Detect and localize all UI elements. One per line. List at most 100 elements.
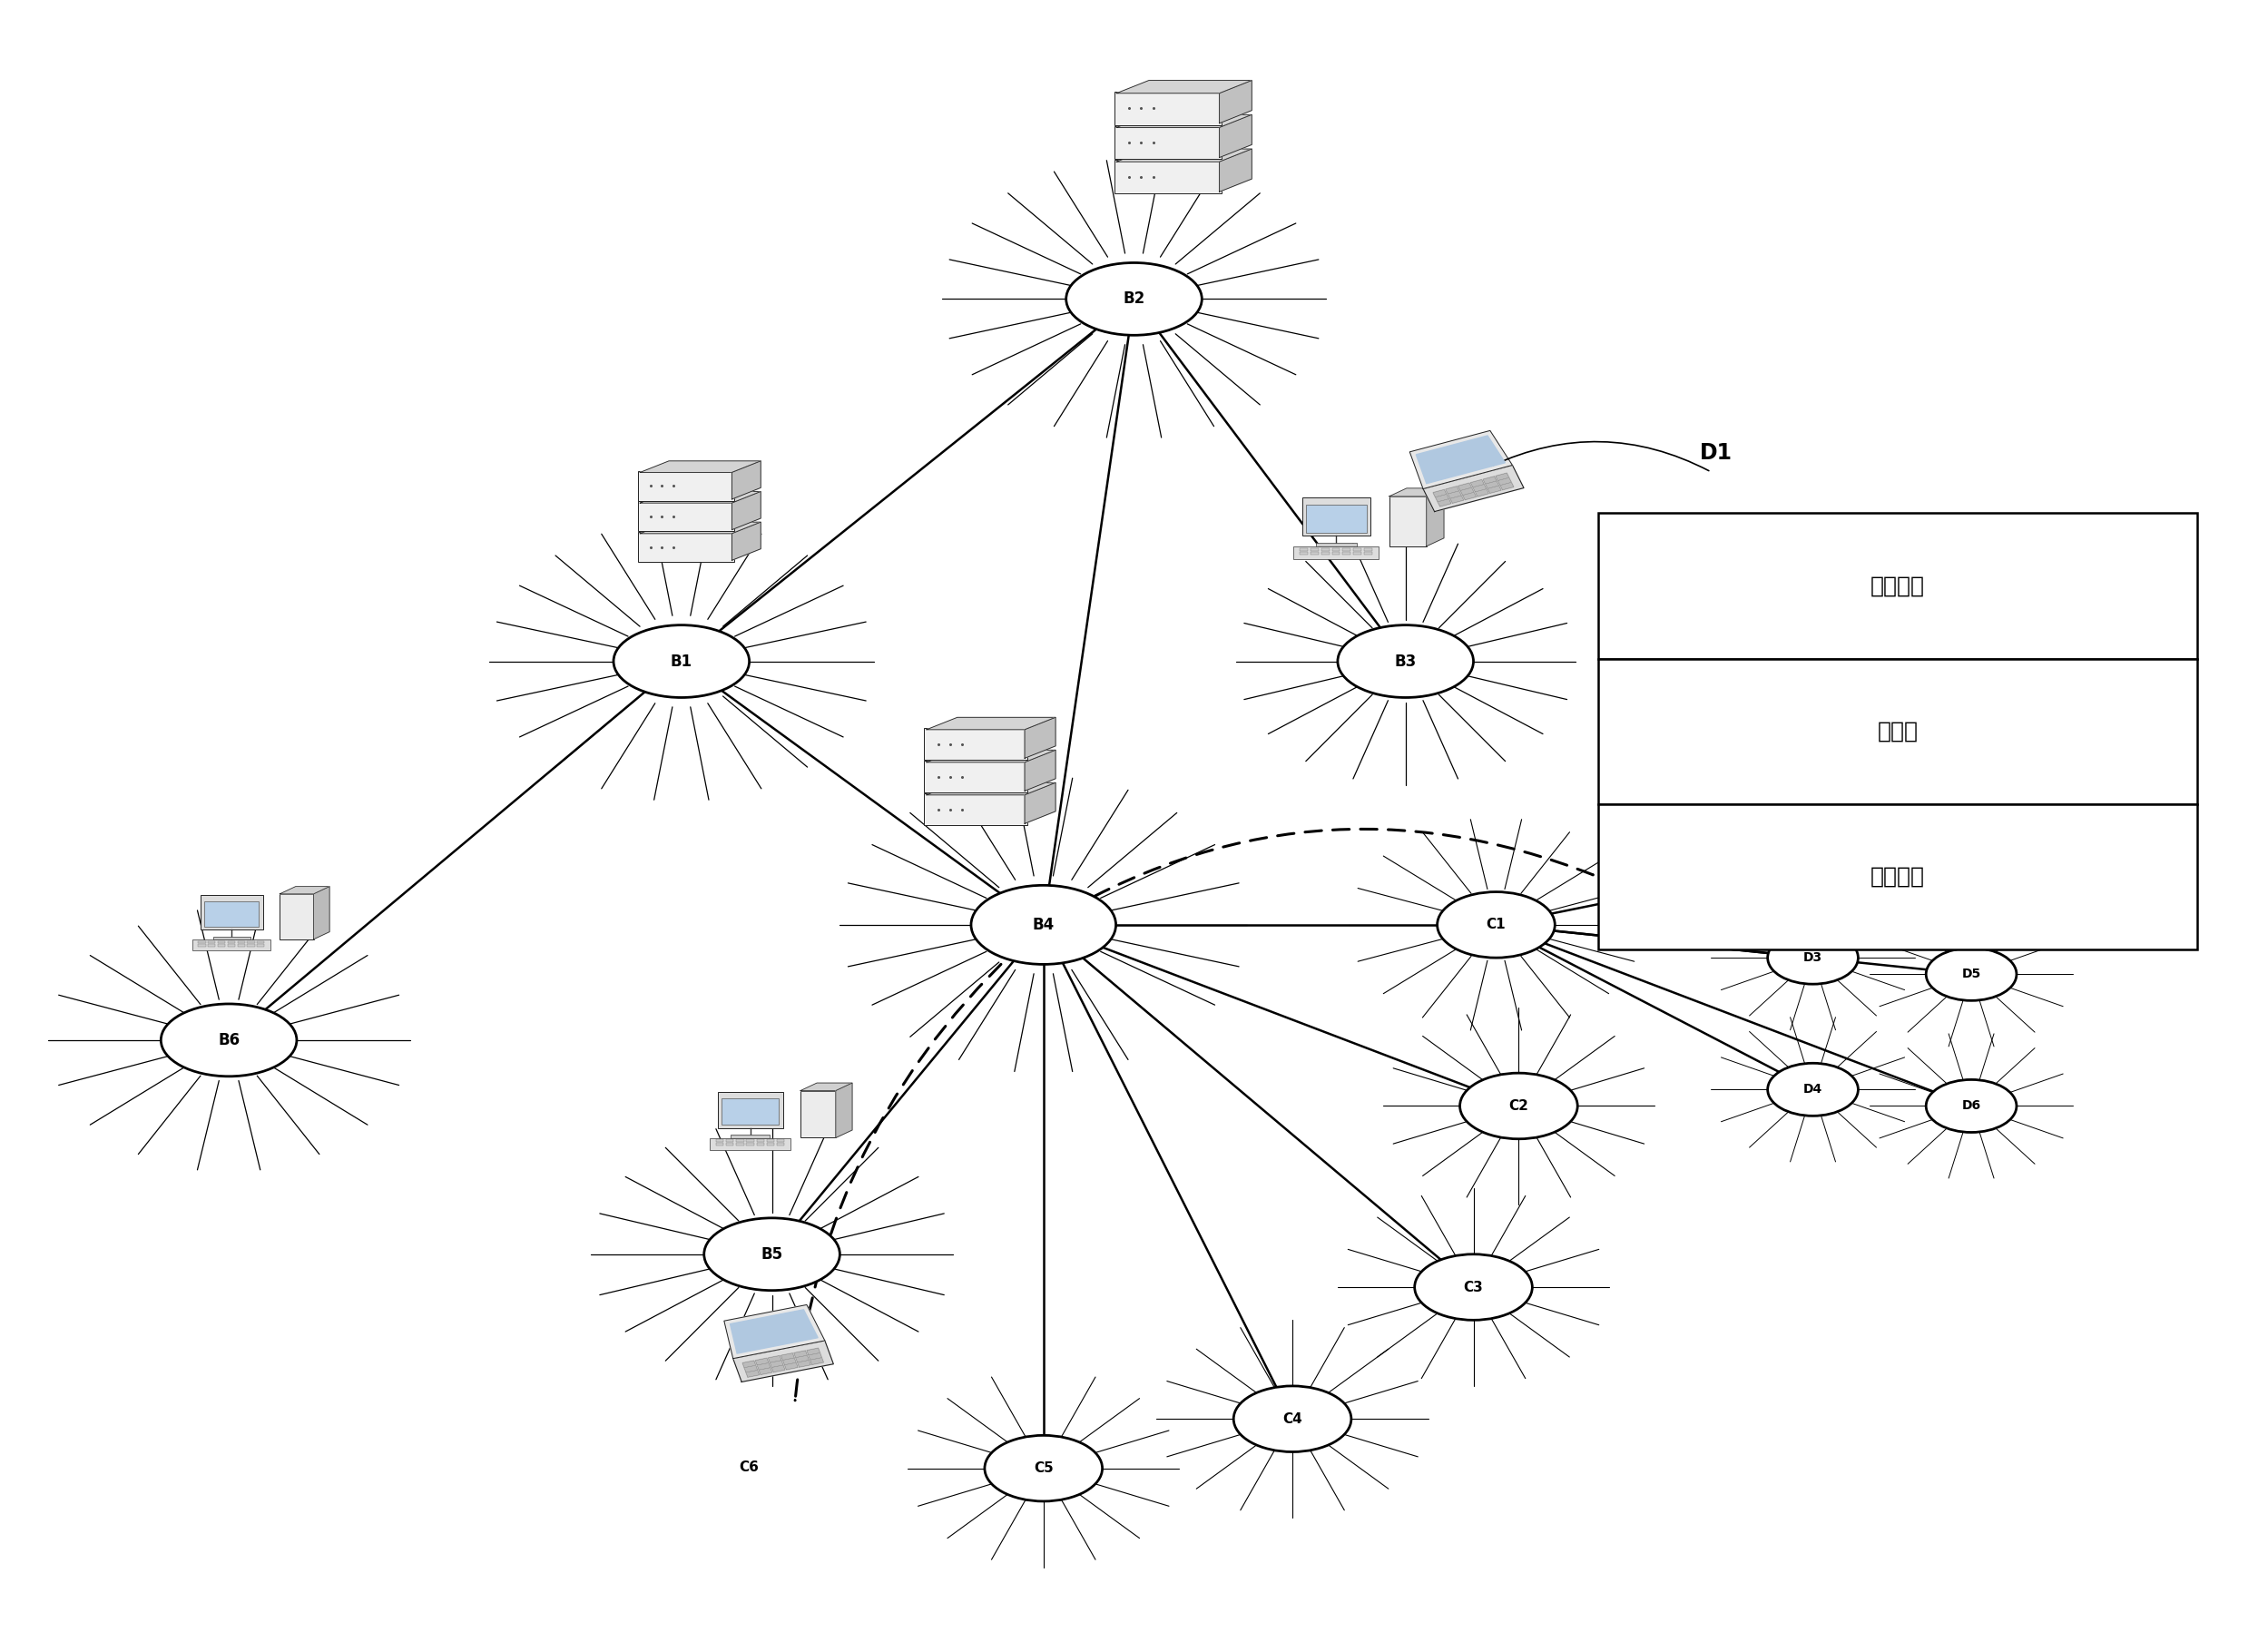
Bar — [1388, 496, 1427, 547]
Text: D1: D1 — [1699, 441, 1733, 464]
Polygon shape — [771, 1365, 785, 1373]
Bar — [247, 942, 254, 943]
Bar — [726, 1140, 733, 1142]
Text: C4: C4 — [1281, 1412, 1302, 1426]
Polygon shape — [640, 461, 760, 472]
Bar — [1354, 552, 1361, 555]
Polygon shape — [640, 522, 760, 534]
FancyBboxPatch shape — [710, 1138, 792, 1150]
Polygon shape — [801, 1084, 853, 1090]
Polygon shape — [1220, 114, 1252, 157]
Bar — [746, 1143, 753, 1145]
Bar — [1300, 548, 1309, 550]
Polygon shape — [1411, 431, 1513, 489]
Bar — [1343, 552, 1352, 555]
Polygon shape — [1427, 489, 1445, 547]
Polygon shape — [1422, 466, 1524, 512]
Polygon shape — [794, 1351, 807, 1358]
Bar — [227, 942, 236, 943]
Polygon shape — [1433, 489, 1447, 497]
Ellipse shape — [1767, 932, 1857, 985]
Polygon shape — [1436, 494, 1449, 502]
Polygon shape — [733, 461, 760, 499]
Ellipse shape — [984, 1436, 1102, 1502]
Text: C2: C2 — [1508, 1099, 1529, 1113]
FancyBboxPatch shape — [925, 760, 1027, 793]
Bar — [758, 1143, 764, 1145]
Text: B5: B5 — [762, 1246, 782, 1262]
FancyBboxPatch shape — [193, 940, 270, 952]
Bar — [778, 1140, 785, 1142]
Polygon shape — [1497, 477, 1510, 486]
FancyBboxPatch shape — [637, 532, 735, 562]
Polygon shape — [1415, 436, 1506, 484]
Text: C6: C6 — [739, 1460, 760, 1474]
Bar — [1599, 805, 2198, 950]
Text: B1: B1 — [671, 653, 692, 669]
Bar — [209, 943, 215, 947]
Ellipse shape — [1415, 1254, 1533, 1320]
Polygon shape — [928, 717, 1055, 730]
Polygon shape — [733, 522, 760, 560]
Polygon shape — [746, 1370, 760, 1378]
Bar — [1306, 504, 1365, 532]
Bar — [717, 1143, 723, 1145]
Polygon shape — [1495, 472, 1508, 481]
Polygon shape — [730, 1310, 819, 1353]
Bar — [197, 942, 206, 943]
Polygon shape — [1472, 484, 1486, 492]
Bar — [1599, 659, 2198, 805]
Polygon shape — [1220, 81, 1252, 124]
Bar — [1302, 497, 1370, 535]
Text: B3: B3 — [1395, 653, 1418, 669]
Polygon shape — [1474, 489, 1488, 497]
Bar — [1365, 552, 1372, 555]
Polygon shape — [1461, 487, 1474, 496]
Polygon shape — [1025, 783, 1055, 824]
Polygon shape — [798, 1360, 810, 1368]
Polygon shape — [810, 1353, 821, 1360]
FancyBboxPatch shape — [1114, 126, 1222, 159]
Text: C5: C5 — [1034, 1462, 1052, 1475]
Polygon shape — [640, 492, 760, 502]
Bar — [200, 895, 263, 930]
Polygon shape — [1499, 482, 1513, 491]
Bar — [1320, 552, 1329, 555]
Bar — [256, 942, 265, 943]
Text: B2: B2 — [1123, 291, 1145, 307]
FancyBboxPatch shape — [925, 729, 1027, 760]
Polygon shape — [1438, 499, 1452, 507]
Bar — [279, 894, 313, 940]
Polygon shape — [1483, 476, 1497, 484]
Ellipse shape — [1767, 1064, 1857, 1115]
Polygon shape — [1488, 486, 1501, 494]
Text: 存储器: 存储器 — [1878, 720, 1919, 742]
FancyBboxPatch shape — [637, 471, 735, 501]
Bar — [767, 1143, 773, 1145]
Bar — [1343, 548, 1352, 550]
Bar — [247, 943, 254, 947]
Bar — [209, 942, 215, 943]
Bar — [1311, 552, 1318, 555]
Polygon shape — [1458, 482, 1472, 491]
FancyArrowPatch shape — [796, 927, 1041, 1401]
Ellipse shape — [1857, 816, 1948, 869]
Polygon shape — [810, 1358, 823, 1365]
Bar — [1311, 548, 1318, 550]
Bar — [730, 1135, 769, 1138]
Text: D3: D3 — [1803, 952, 1823, 965]
Bar — [801, 1090, 835, 1138]
Polygon shape — [796, 1355, 810, 1363]
Polygon shape — [782, 1358, 796, 1365]
Polygon shape — [1486, 481, 1499, 489]
Polygon shape — [1025, 717, 1055, 758]
Polygon shape — [723, 1305, 826, 1358]
Polygon shape — [758, 1363, 771, 1370]
Bar — [1300, 552, 1309, 555]
FancyBboxPatch shape — [1114, 160, 1222, 193]
Bar — [717, 1140, 723, 1142]
Bar — [218, 943, 225, 947]
Ellipse shape — [1926, 948, 2016, 1001]
Text: C3: C3 — [1463, 1280, 1483, 1294]
Polygon shape — [279, 887, 329, 894]
